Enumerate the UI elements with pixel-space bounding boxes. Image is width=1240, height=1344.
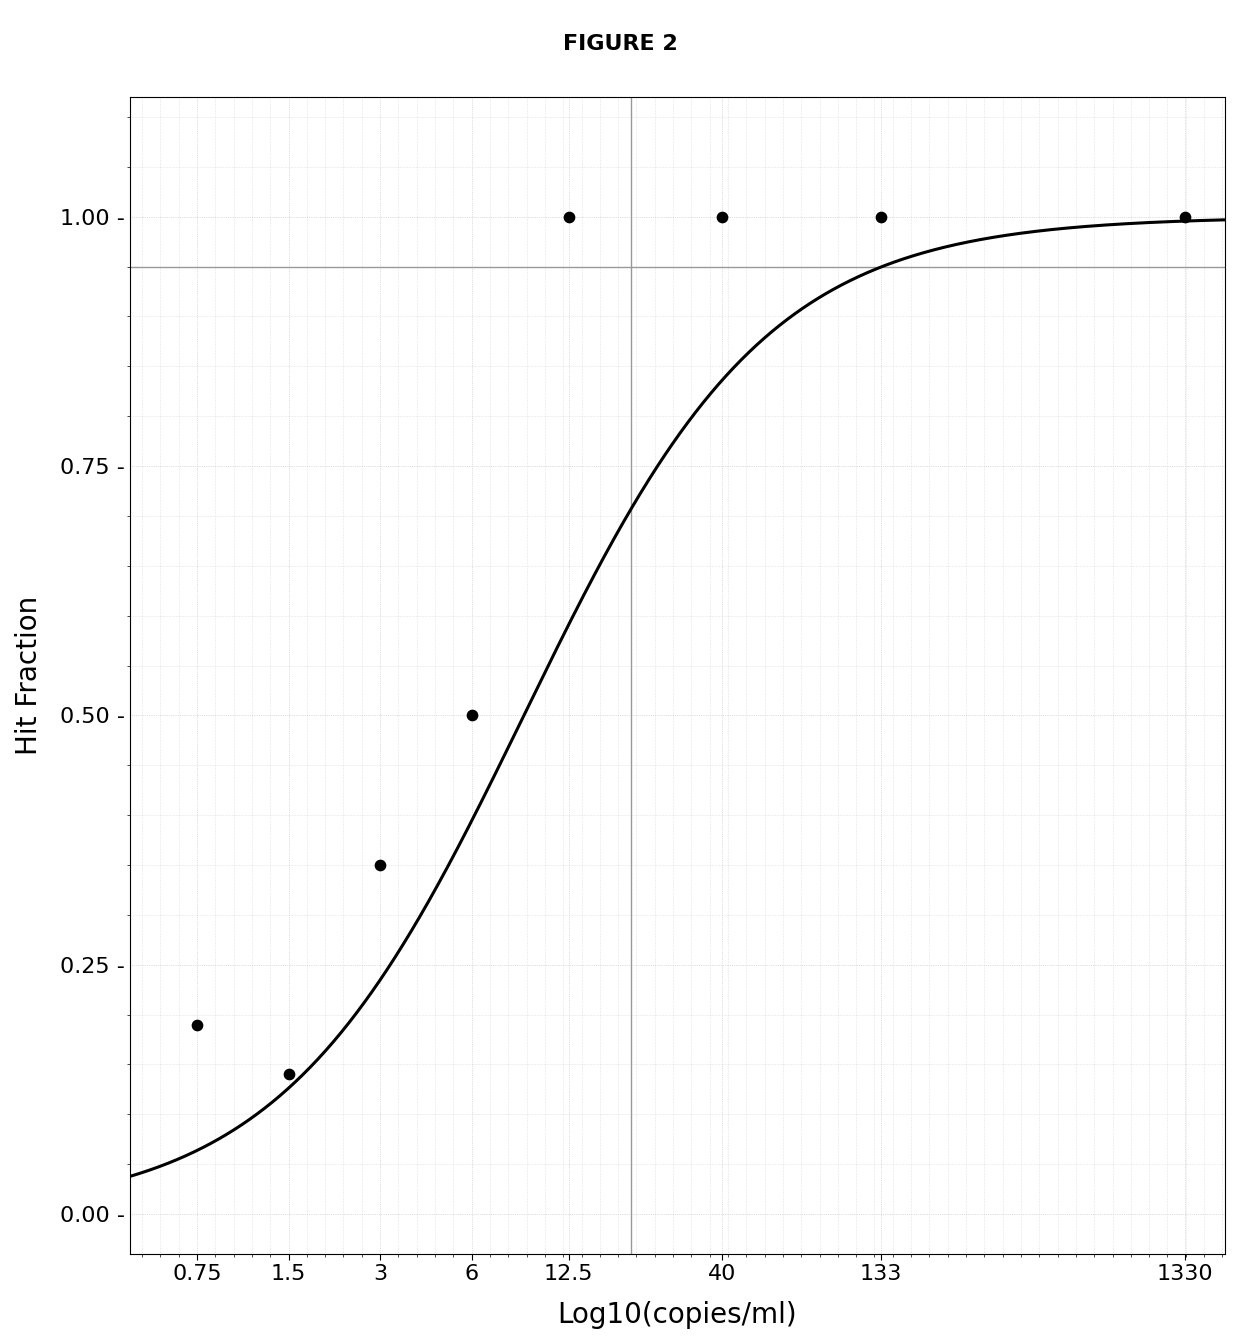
Point bbox=[559, 206, 579, 227]
Point bbox=[187, 1013, 207, 1035]
Point bbox=[870, 206, 890, 227]
Point bbox=[1176, 206, 1195, 227]
Y-axis label: Hit Fraction: Hit Fraction bbox=[15, 595, 43, 755]
Point bbox=[371, 855, 391, 876]
Text: FIGURE 2: FIGURE 2 bbox=[563, 34, 677, 54]
Point bbox=[279, 1063, 299, 1085]
Point bbox=[461, 704, 481, 726]
X-axis label: Log10(copies/ml): Log10(copies/ml) bbox=[558, 1301, 797, 1329]
Point bbox=[712, 206, 732, 227]
